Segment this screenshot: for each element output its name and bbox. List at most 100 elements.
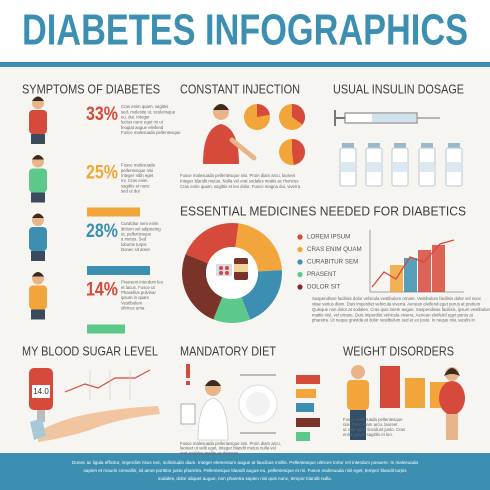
sugar-line [64, 369, 151, 393]
person-legs [31, 192, 45, 203]
pie-wedge [292, 139, 305, 165]
paragraph-line: Quisque non dolor at sodales. Cras quis … [312, 307, 490, 312]
person-hair [32, 155, 44, 160]
pie-wedge [257, 104, 270, 117]
diet-bar [296, 389, 316, 398]
pill [219, 271, 223, 275]
paragraph-line: Curabitur sem enim [121, 221, 159, 226]
person-body [29, 110, 47, 134]
sleeve [30, 418, 46, 440]
doctor-hair [205, 380, 221, 386]
weight-bar [380, 366, 400, 408]
person-body [29, 285, 47, 310]
vial-label [393, 162, 407, 172]
footer-line: sapien et mauris convallis, sit amet por… [83, 468, 407, 473]
man-legs [350, 410, 366, 440]
woman-body [439, 381, 465, 415]
legend-label: DOLOR SIT [307, 284, 341, 291]
paragraph-line: ut velit eget, tincidunt justo. Cras [343, 427, 405, 432]
paragraph-line: pellentesque nisi [121, 168, 153, 173]
donut-segment [235, 223, 282, 272]
paragraph-line: ultrices urna [121, 306, 145, 311]
person-arm [229, 137, 257, 161]
growth-line [371, 239, 455, 288]
paragraph-line: Fusce malesuada pellentesque nisi. Proin… [180, 441, 281, 446]
header-rule [0, 62, 490, 67]
paragraph-line: Fusce malesuada pellentesque [121, 130, 181, 135]
header-band [0, 0, 490, 62]
donut-segment [185, 223, 239, 264]
weight-bar [405, 378, 425, 408]
paragraph-line: Integer nibh eget [121, 173, 154, 178]
alert-mark [186, 364, 190, 378]
pill [219, 266, 223, 270]
legend-dot [297, 259, 303, 265]
paragraph-line: Fusce malesuada [121, 163, 156, 168]
section-title: MANDATORY DIET [180, 343, 276, 358]
footer-line: Donec ac ligula efficitur, imperdiet ris… [72, 460, 418, 465]
person-hair [213, 104, 229, 110]
legend-dot [297, 246, 303, 253]
paragraph-line: laoreet ut velit eget. Integer blandit m… [180, 446, 276, 451]
paragraph-line: pharetra. Ut neque gravida at dolor vest… [312, 318, 476, 323]
paragraph-line: nisi. Proin diam arcu, laoreet [343, 422, 398, 427]
symptom-bar [87, 324, 125, 334]
paragraph-line: a metus. Sed [121, 237, 147, 242]
paragraph-line: lobortis turpis [121, 242, 147, 247]
symptom-bar [87, 207, 140, 217]
footer-band [0, 453, 490, 490]
growth-bar [432, 245, 445, 292]
diet-bar [296, 375, 320, 384]
paragraph-line: vitae varius diam. Duis imperdiet vehicu… [312, 302, 481, 307]
person-hair [32, 96, 44, 101]
paragraph-line: erat sodales mattis ac rhoncus. [180, 450, 239, 455]
vial-label [420, 162, 434, 172]
page-title: DIABETES INFOGRAPHICS [22, 6, 468, 55]
legend-label: PRASENT [307, 271, 336, 278]
man-body [347, 380, 369, 410]
section-title: WEIGHT DISORDERS [343, 343, 454, 358]
paragraph-line: mi. Cras enim [121, 178, 148, 183]
paragraph-line: luctus nunc eget mi ut [121, 120, 164, 125]
paragraph-line: sagittis et nunc [121, 183, 151, 188]
donut-segment [182, 254, 223, 320]
section-title: SYMPTOMS OF DIABETES [22, 81, 160, 96]
growth-bar [404, 258, 417, 292]
symptom-percent: 33% [86, 104, 118, 125]
person-body [29, 227, 47, 251]
section-title: CONSTANT INJECTION [180, 81, 300, 96]
paragraph-line: et lacus. Fusce ut [121, 285, 155, 290]
symptom-percent: 28% [86, 221, 118, 242]
paragraph-line: Praesent interdum leo [121, 280, 164, 285]
person-hair [32, 213, 44, 218]
vial-cap [342, 143, 354, 148]
vial-cap [448, 143, 460, 148]
paragraph-line: ut, pellentesque [121, 232, 152, 237]
section-title: USUAL INSULIN DOSAGE [333, 81, 464, 96]
person-hair [32, 272, 44, 277]
woman-legs [446, 414, 458, 440]
pie-wedge [292, 104, 305, 125]
symptom-percent: 25% [86, 163, 118, 184]
woman-hair [444, 368, 460, 376]
vial-cap [421, 143, 433, 148]
person-body [29, 168, 47, 193]
paragraph-line: Fusce malesuada pellentesque [343, 417, 403, 422]
diet-bar [296, 403, 314, 412]
pill-pack [216, 264, 232, 276]
paragraph-line: Fusce malesuada pellentesque nisi. Proin… [180, 173, 296, 178]
paragraph-line: Cras enim quam, sagittis [121, 104, 168, 109]
section-title: MY BLOOD SUGAR LEVEL [22, 343, 158, 358]
section-title: ESSENTIAL MEDICINES NEEDED FOR DIABETICS [180, 203, 466, 218]
vial-label [367, 162, 381, 172]
paragraph-line: Phasellus pulvinar [121, 290, 156, 295]
legend-dot [297, 234, 303, 240]
person-legs [31, 251, 45, 261]
paragraph-line: Suspendisse facilisis dolor vehicula ves… [312, 296, 482, 301]
paragraph-line: sed, molestie ut, scelerisque [121, 109, 176, 114]
footer-line: sodales, dolor aliquet augue, non pharet… [158, 476, 332, 481]
plate-inner [246, 392, 270, 416]
legend-dot [297, 284, 303, 290]
legend-label: CRAS ENIM QUAM [307, 246, 362, 253]
diet-bar [296, 418, 320, 427]
